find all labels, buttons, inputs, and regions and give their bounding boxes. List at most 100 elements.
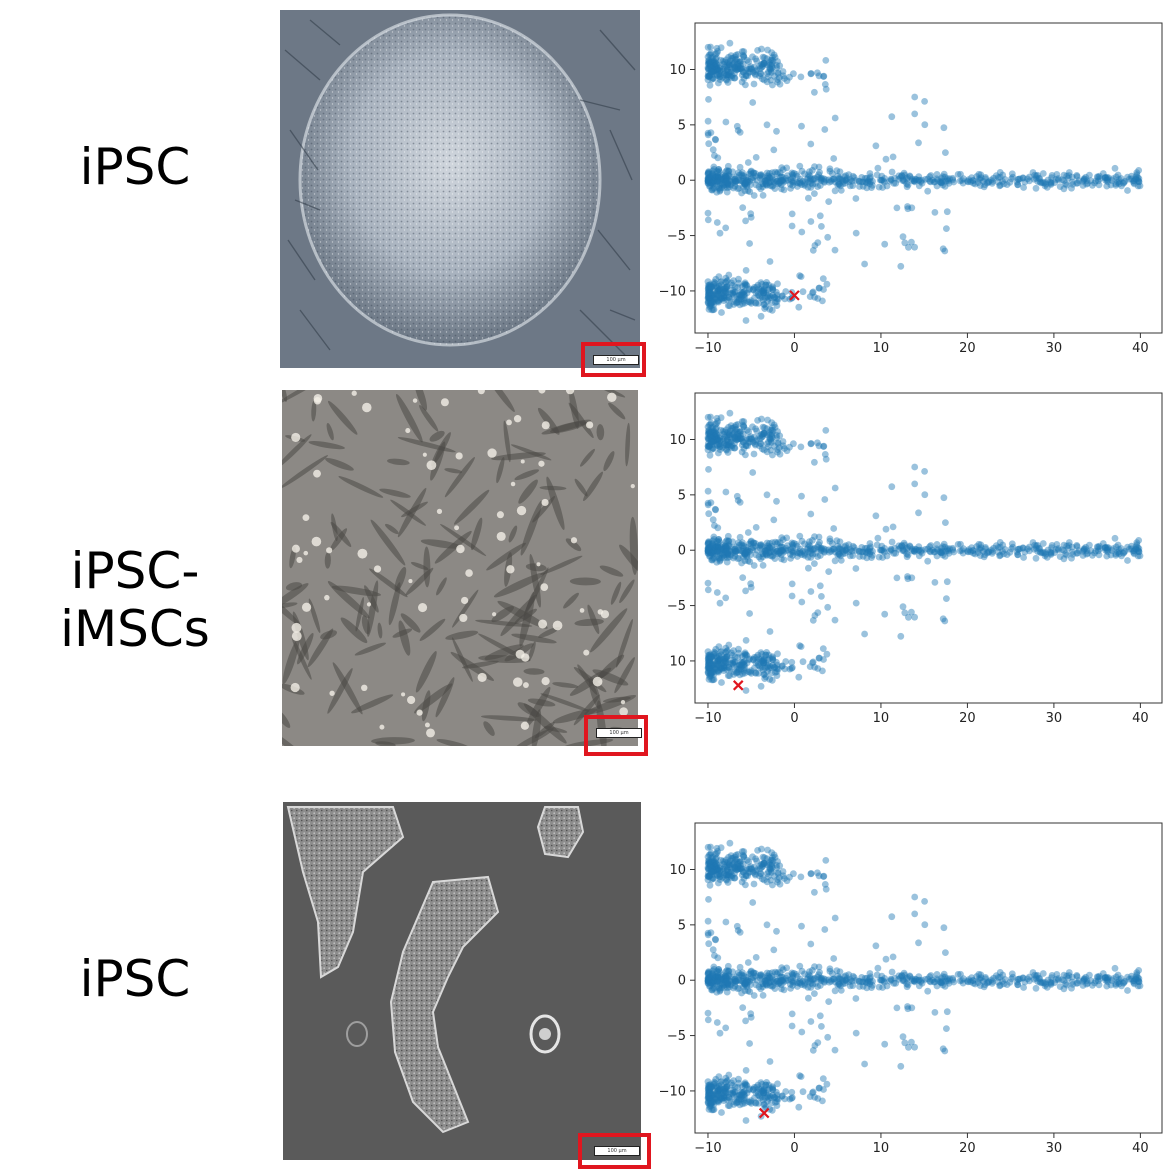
scatter-point — [747, 170, 755, 178]
scatter-point — [874, 964, 882, 972]
scatter-point — [973, 973, 981, 980]
scatter-point — [771, 185, 779, 193]
scatter-point — [708, 432, 716, 439]
scatter-point — [982, 545, 989, 553]
scatter-point — [1079, 548, 1087, 555]
scatter-point — [709, 177, 717, 185]
scatter-point — [767, 67, 775, 75]
scatter-point — [767, 876, 775, 884]
scatter-point — [1104, 548, 1112, 556]
scatter-point — [746, 668, 754, 676]
scatter-point — [1040, 179, 1048, 187]
scatter-point — [861, 1060, 868, 1068]
scatter-point — [738, 172, 746, 180]
scatter-point — [733, 298, 741, 306]
scatter-point — [858, 174, 866, 181]
scatter-point — [735, 279, 743, 287]
plot-frame — [694, 392, 1163, 704]
scatter-point — [850, 544, 858, 551]
scatter-point — [1019, 544, 1027, 552]
scatter-point — [1048, 544, 1055, 551]
scatter-point — [705, 429, 713, 437]
scatter-point — [1128, 972, 1135, 980]
scatter-point — [839, 550, 847, 558]
scatter-point — [1132, 976, 1140, 983]
scatter-point — [757, 279, 765, 286]
scatter-point — [710, 980, 717, 988]
scatter-point — [815, 72, 823, 80]
scatter-point — [942, 149, 949, 157]
scatter-point — [715, 64, 723, 72]
scatter-point — [796, 979, 804, 987]
scatter-point — [709, 437, 717, 445]
scatter-point — [719, 444, 726, 451]
scatter-point — [801, 180, 809, 188]
scatter-point — [779, 662, 786, 670]
scatter-point — [1112, 173, 1120, 181]
y-tick-label: 10 — [669, 654, 686, 669]
scatter-point — [833, 967, 841, 974]
scatter-point — [705, 969, 712, 976]
scatter-point — [975, 975, 983, 982]
scatter-point — [996, 969, 1004, 976]
scatter-point — [718, 278, 725, 285]
scatter-point — [1003, 981, 1011, 988]
scatter-point — [704, 540, 712, 548]
scatter-point — [704, 970, 712, 978]
scatter-point — [895, 172, 903, 180]
scatter-point — [740, 53, 748, 61]
scatter-point — [904, 203, 911, 210]
scatter-point — [716, 986, 724, 994]
scatter-point — [707, 431, 714, 439]
scatter-point — [721, 172, 729, 180]
scatter-point — [866, 970, 874, 977]
scatter-point — [720, 294, 728, 302]
scatter-point — [787, 555, 794, 562]
scatter-point — [748, 865, 755, 873]
scatter-point — [906, 173, 914, 181]
scatter-point — [711, 865, 719, 872]
scatter-point — [704, 545, 712, 552]
scatter-point — [714, 298, 722, 305]
scatter-point — [708, 445, 716, 453]
scatter-point — [704, 64, 712, 72]
scatter-point — [746, 865, 753, 873]
scatter-point — [742, 687, 750, 694]
scatter-point — [1032, 554, 1040, 562]
scatter-point — [705, 176, 713, 184]
scatter-point — [895, 542, 903, 550]
scatter-point — [769, 57, 777, 65]
scatter-point — [1132, 545, 1139, 553]
scatter-point — [985, 548, 992, 556]
scatter-point — [933, 982, 941, 990]
scatter-point — [931, 548, 939, 556]
scatter-point — [969, 977, 977, 984]
scatter-point — [758, 972, 765, 979]
scatter-point — [769, 427, 777, 435]
scatter-point — [709, 540, 717, 547]
scatter-point — [755, 1085, 763, 1093]
scatter-point — [705, 539, 712, 546]
scatter-point — [731, 975, 738, 983]
scatter-point — [1041, 978, 1049, 986]
scatter-point — [1079, 178, 1087, 185]
scatter-point — [788, 1022, 796, 1030]
scatter-point — [717, 975, 725, 982]
scatter-point — [720, 293, 728, 300]
scatter-point — [704, 931, 712, 939]
scatter-point — [756, 72, 763, 80]
scatter-point — [1036, 175, 1044, 183]
scatter-point — [707, 868, 715, 875]
scatter-point — [727, 873, 734, 880]
scatter-point — [714, 171, 722, 179]
scatter-point — [707, 851, 714, 858]
scatter-point — [769, 1084, 776, 1092]
scatter-point — [786, 550, 794, 558]
scatter-point — [762, 177, 769, 185]
scatter-point — [721, 542, 729, 550]
scatter-point — [709, 444, 717, 452]
scatter-point — [716, 659, 723, 667]
scatter-point — [763, 649, 770, 656]
scatter-point — [863, 174, 871, 182]
scatter-point — [733, 292, 741, 300]
